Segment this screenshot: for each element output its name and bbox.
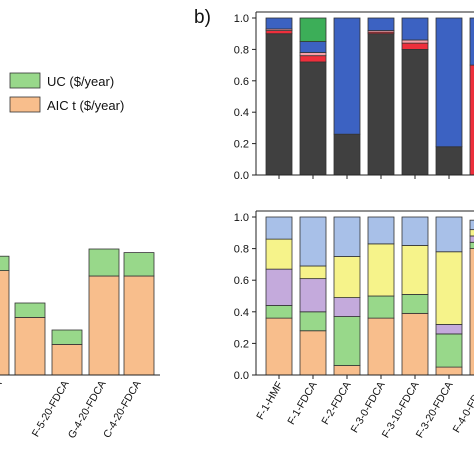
bar-segment — [367, 295, 395, 319]
panel-b-top-chart: 0.0 0.2 0.4 0.6 0.8 1.0 — [234, 11, 474, 182]
bar-segment — [88, 248, 120, 277]
bar-segment — [401, 294, 429, 314]
x-tick-label: F-1-FDCA — [285, 380, 319, 427]
bar-segment — [14, 302, 46, 318]
bar-segment — [469, 235, 474, 243]
y-tick-label: 0.2 — [234, 338, 249, 350]
bar-segment-prefix — [0, 270, 10, 376]
y-tick-label: 0.8 — [234, 244, 249, 256]
bar-segment — [333, 365, 361, 376]
panel-a-chart: -4-20-FDCA F-5-20-FDCAG-4-20-FDCAC-4-20-F… — [0, 248, 160, 441]
y-tick-label: 0.2 — [234, 139, 249, 151]
bar-segment — [333, 17, 361, 135]
legend: UC ($/year) AIC t ($/year) — [9, 72, 124, 113]
bar-segment — [88, 275, 120, 376]
bar-segment — [367, 17, 395, 31]
bar-segment — [265, 17, 293, 30]
legend-label: AIC t ($/year) — [47, 98, 124, 113]
bar-segment — [265, 30, 293, 35]
bar-segment — [299, 311, 327, 332]
bar-segment — [435, 251, 463, 325]
bar-segment — [333, 256, 361, 298]
bar-segment — [367, 243, 395, 297]
x-tick-label: F-1-HMF — [254, 380, 285, 422]
bar-segment — [265, 216, 293, 240]
x-tick-label: C-4-20-FDCA — [101, 379, 143, 441]
y-tick-label: 0.4 — [234, 107, 249, 119]
bar-segment — [435, 216, 463, 253]
bar-segment — [401, 39, 429, 44]
bar-segment — [299, 330, 327, 376]
bar-segment — [123, 252, 155, 277]
bar-segment — [435, 17, 463, 148]
bar-segment — [299, 278, 327, 313]
bar-segment — [333, 297, 361, 317]
bar-segment — [469, 64, 474, 176]
legend-label: UC ($/year) — [47, 74, 114, 89]
bar-segment — [469, 229, 474, 237]
bar-segment — [469, 219, 474, 231]
bar-segment-prefix — [0, 255, 10, 272]
bar-segment — [51, 343, 83, 376]
x-tick-label: F-3-0-FDCA — [349, 380, 388, 436]
y-tick-label: 0.0 — [234, 170, 249, 182]
bar-segment — [401, 245, 429, 295]
bar-segment — [333, 216, 361, 257]
bar-segment — [123, 275, 155, 376]
bar-segment — [299, 41, 327, 53]
y-tick-label: 1.0 — [234, 212, 249, 224]
bar-segment — [299, 17, 327, 42]
bar-segment — [367, 216, 395, 245]
x-tick-label: -4-20-FDCA — [0, 379, 5, 434]
y-tick-label: 0.6 — [234, 76, 249, 88]
bar-segment — [299, 265, 327, 280]
legend-swatch — [9, 72, 41, 89]
bar-segment — [265, 268, 293, 306]
bar-segment — [435, 324, 463, 335]
bar-segment — [469, 248, 474, 376]
y-tick-label: 0.4 — [234, 307, 249, 319]
bar-segment — [401, 312, 429, 376]
bar-segment — [265, 317, 293, 376]
bar-segment — [401, 42, 429, 50]
panel-label-b: b) — [194, 7, 211, 28]
bar-segment — [435, 333, 463, 368]
y-tick-label: 0.6 — [234, 275, 249, 287]
x-tick-label: F-5-20-FDCA — [30, 379, 72, 440]
bar-segment — [299, 52, 327, 57]
bar-segment — [367, 33, 395, 176]
legend-swatch — [9, 96, 41, 113]
bar-segment — [265, 305, 293, 319]
bar-segment — [401, 49, 429, 176]
bar-segment — [265, 238, 293, 270]
bar-segment — [333, 316, 361, 366]
bar-segment — [401, 17, 429, 41]
bar-segment — [469, 17, 474, 66]
y-tick-label: 0.0 — [234, 370, 249, 382]
bar-segment — [469, 241, 474, 249]
bar-segment — [435, 146, 463, 176]
bar-segment — [435, 366, 463, 376]
x-tick-label: F-3-20-FDCA — [414, 380, 456, 441]
bar-segment — [367, 317, 395, 376]
bar-segment — [401, 216, 429, 246]
bar-segment — [14, 316, 46, 376]
y-tick-label: 0.8 — [234, 44, 249, 56]
panel-b-bottom-chart: 0.0 0.2 0.4 0.6 0.8 1.0 F-1-HMF F-1-FDCA F-2-FDC… — [234, 210, 474, 441]
bar-segment — [51, 329, 83, 345]
bar-segment — [299, 55, 327, 63]
bar-segment — [299, 216, 327, 267]
bar-segment — [265, 33, 293, 176]
bar-segment — [333, 133, 361, 176]
y-tick-label: 1.0 — [234, 13, 249, 25]
bar-segment — [299, 61, 327, 176]
x-tick-label: F-2-FDCA — [319, 380, 353, 427]
